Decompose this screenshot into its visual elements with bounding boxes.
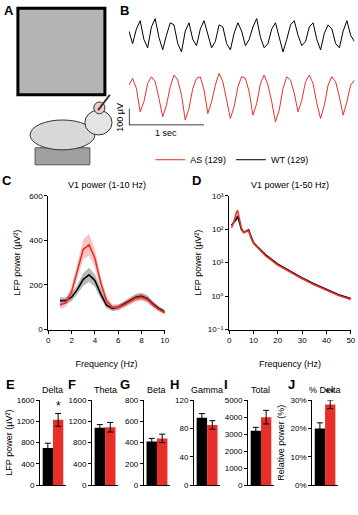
svg-text:10: 10 xyxy=(160,336,169,345)
svg-text:10²: 10² xyxy=(212,225,224,234)
svg-text:600: 600 xyxy=(125,417,139,426)
svg-text:400: 400 xyxy=(29,236,43,245)
svg-text:% Delta: % Delta xyxy=(309,385,341,395)
svg-text:200: 200 xyxy=(125,460,139,469)
svg-text:10⁰: 10⁰ xyxy=(211,292,223,301)
svg-text:0: 0 xyxy=(134,481,139,490)
svg-text:10: 10 xyxy=(249,336,258,345)
svg-text:30: 30 xyxy=(298,336,307,345)
svg-text:H: H xyxy=(170,377,179,392)
svg-text:0%: 0% xyxy=(295,481,307,490)
svg-text:Total: Total xyxy=(251,385,270,395)
svg-text:J: J xyxy=(288,377,295,392)
svg-text:10⁻¹: 10⁻¹ xyxy=(208,325,224,334)
svg-text:Frequency (Hz): Frequency (Hz) xyxy=(75,359,137,369)
svg-text:20: 20 xyxy=(273,336,282,345)
svg-text:F: F xyxy=(68,377,76,392)
svg-text:20%: 20% xyxy=(291,424,307,433)
svg-text:1200: 1200 xyxy=(17,417,35,426)
svg-text:D: D xyxy=(192,173,201,188)
svg-text:V1 power (1-10 Hz): V1 power (1-10 Hz) xyxy=(68,180,146,190)
svg-text:30%: 30% xyxy=(291,396,307,405)
svg-text:WT (129): WT (129) xyxy=(271,155,308,165)
svg-text:800: 800 xyxy=(21,438,35,447)
svg-text:Gamma: Gamma xyxy=(191,385,223,395)
svg-text:0: 0 xyxy=(227,336,232,345)
svg-text:G: G xyxy=(120,377,130,392)
svg-text:0: 0 xyxy=(184,481,189,490)
svg-text:10%: 10% xyxy=(291,453,307,462)
svg-text:0: 0 xyxy=(238,481,243,490)
svg-text:4: 4 xyxy=(93,336,98,345)
svg-text:50: 50 xyxy=(346,336,355,345)
svg-text:800: 800 xyxy=(73,438,87,447)
svg-text:6: 6 xyxy=(116,336,121,345)
svg-text:LFP power (µV²): LFP power (µV²) xyxy=(193,230,203,296)
svg-text:E: E xyxy=(6,377,15,392)
svg-text:1600: 1600 xyxy=(69,396,87,405)
svg-text:Delta: Delta xyxy=(42,385,63,395)
svg-text:LFP power (µV²): LFP power (µV²) xyxy=(4,410,14,476)
svg-text:80: 80 xyxy=(180,424,189,433)
svg-text:600: 600 xyxy=(29,192,43,201)
svg-text:LFP power (µV²): LFP power (µV²) xyxy=(12,230,22,296)
svg-text:400: 400 xyxy=(21,460,35,469)
svg-text:100 µV: 100 µV xyxy=(115,103,125,132)
svg-text:5000: 5000 xyxy=(225,396,243,405)
svg-text:400: 400 xyxy=(73,460,87,469)
svg-text:2000: 2000 xyxy=(225,447,243,456)
svg-text:Relative power (%): Relative power (%) xyxy=(276,405,286,481)
svg-text:10³: 10³ xyxy=(212,192,224,201)
svg-text:C: C xyxy=(2,173,12,188)
svg-text:40: 40 xyxy=(322,336,331,345)
svg-text:10¹: 10¹ xyxy=(212,258,224,267)
svg-text:AS (129): AS (129) xyxy=(190,155,226,165)
svg-text:0: 0 xyxy=(82,481,87,490)
svg-text:8: 8 xyxy=(139,336,144,345)
svg-text:2: 2 xyxy=(69,336,74,345)
svg-text:3000: 3000 xyxy=(225,430,243,439)
svg-text:V1 power (1-50 Hz): V1 power (1-50 Hz) xyxy=(251,180,329,190)
svg-text:A: A xyxy=(4,3,14,18)
svg-text:800: 800 xyxy=(125,396,139,405)
svg-text:Frequency (Hz): Frequency (Hz) xyxy=(259,359,321,369)
svg-text:40: 40 xyxy=(180,453,189,462)
svg-text:200: 200 xyxy=(29,281,43,290)
svg-text:0: 0 xyxy=(38,325,43,334)
svg-text:Beta: Beta xyxy=(147,385,166,395)
svg-text:1000: 1000 xyxy=(225,464,243,473)
svg-text:0: 0 xyxy=(46,336,51,345)
svg-text:Theta: Theta xyxy=(94,385,117,395)
svg-text:400: 400 xyxy=(125,438,139,447)
svg-text:**: ** xyxy=(325,386,335,400)
svg-text:120: 120 xyxy=(175,396,189,405)
svg-text:B: B xyxy=(120,3,129,18)
svg-text:0: 0 xyxy=(30,481,35,490)
svg-text:1200: 1200 xyxy=(69,417,87,426)
svg-text:4000: 4000 xyxy=(225,413,243,422)
svg-text:*: * xyxy=(56,399,61,413)
svg-text:1600: 1600 xyxy=(17,396,35,405)
svg-text:1 sec: 1 sec xyxy=(155,128,177,138)
svg-text:I: I xyxy=(224,377,228,392)
